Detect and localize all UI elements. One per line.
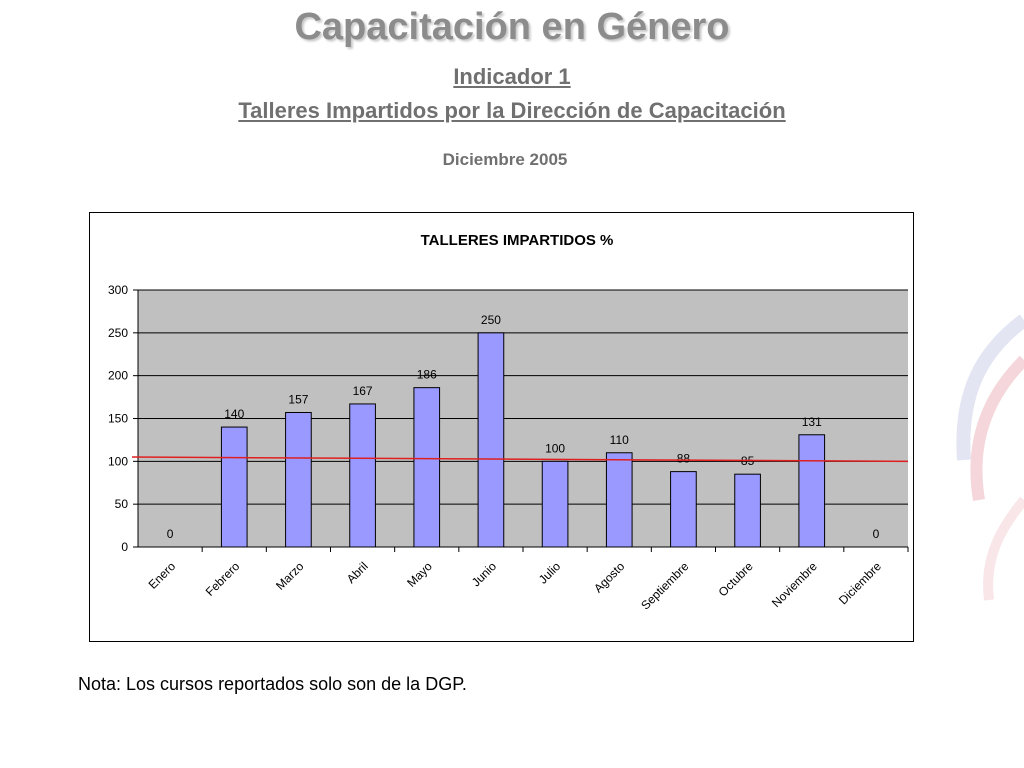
bar-junio — [477, 332, 505, 548]
x-tick-label: Julio — [536, 559, 564, 587]
decorative-swoosh — [956, 314, 1024, 601]
footnote: Nota: Los cursos reportados solo son de … — [78, 674, 467, 694]
x-tick-label: Junio — [469, 559, 499, 589]
x-tick-label: Enero — [146, 559, 179, 592]
data-label: 110 — [610, 433, 629, 447]
y-tick-label: 50 — [115, 497, 129, 511]
data-label: 186 — [417, 368, 437, 382]
data-label: 88 — [677, 452, 691, 466]
x-tick-label: Febrero — [203, 559, 243, 599]
chart-title: TALLERES IMPARTIDOS % — [421, 232, 614, 249]
bar-marzo — [285, 412, 312, 548]
bar-mayo — [413, 387, 441, 548]
y-tick-label: 300 — [108, 283, 128, 297]
data-label: 167 — [353, 384, 373, 398]
chart-container: TALLERES IMPARTIDOS % 0 50 100 150 200 250 300 0… — [89, 212, 914, 642]
x-tick-label: Septiembre — [638, 559, 692, 613]
x-tick-label: Octubre — [716, 559, 756, 599]
data-label: 157 — [288, 393, 308, 407]
bar-agosto — [605, 452, 633, 548]
data-label: 140 — [224, 407, 244, 421]
bar-chart: TALLERES IMPARTIDOS % 0 50 100 150 200 250 300 0… — [108, 232, 909, 613]
y-tick-label: 250 — [108, 326, 128, 340]
indicator-title: Indicador 1 — [453, 64, 571, 89]
page-title: Capacitación en Género — [294, 6, 730, 48]
x-tick-label: Noviembre — [769, 559, 820, 610]
trendline — [131, 456, 909, 463]
data-label: 100 — [545, 441, 565, 455]
bar-julio — [541, 460, 569, 548]
y-tick-label: 150 — [108, 412, 128, 426]
bar-septiembre — [670, 471, 697, 548]
x-tick-label: Abril — [344, 559, 371, 586]
x-tick-label: Mayo — [404, 559, 435, 590]
bar-abril — [349, 403, 376, 548]
y-tick-label: 0 — [121, 540, 128, 554]
data-label: 250 — [481, 313, 501, 327]
report-period: Diciembre 2005 — [442, 150, 568, 169]
x-tick-label: Agosto — [591, 559, 628, 596]
bar-octubre — [734, 473, 761, 548]
x-tick-label: Marzo — [273, 559, 307, 593]
y-tick-label: 200 — [108, 369, 128, 383]
indicator-description: Talleres Impartidos por la Dirección de … — [238, 98, 786, 123]
data-label: 0 — [873, 527, 880, 541]
bar-febrero — [220, 426, 248, 548]
data-label: 131 — [802, 415, 822, 429]
x-tick-label: Diciembre — [836, 559, 884, 607]
bar-noviembre — [798, 434, 826, 548]
y-tick-label: 100 — [108, 454, 128, 468]
data-label: 0 — [167, 527, 174, 541]
